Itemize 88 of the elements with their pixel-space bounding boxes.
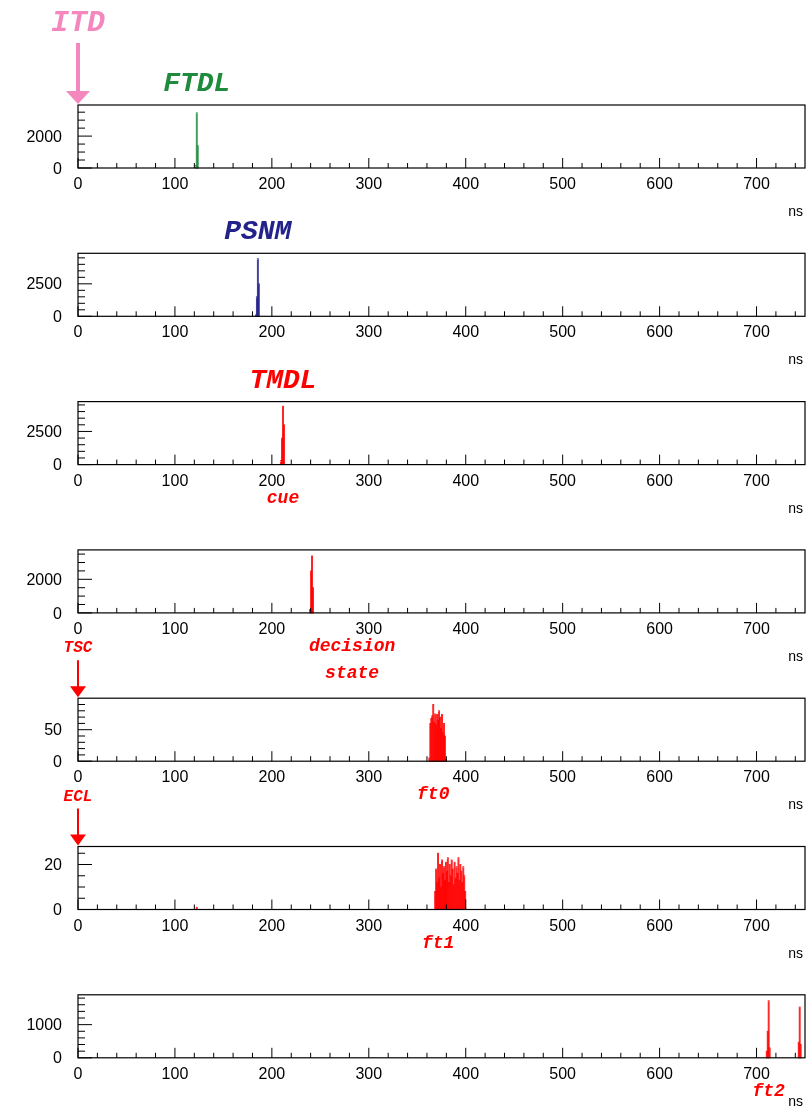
x-axis-title: ns [788,203,803,219]
x-tick-label: 300 [355,471,383,489]
x-tick-label: 500 [549,1064,577,1082]
x-tick-label: 0 [73,916,83,934]
x-tick-label: 500 [549,471,577,489]
x-tick-label: 400 [452,916,480,934]
x-tick-label: 700 [743,471,770,489]
x-tick-label: 400 [452,175,480,192]
chart-title: FTDL [163,68,231,99]
x-tick-label: 600 [646,768,674,786]
chart-title: TMDL [249,364,317,396]
x-tick-label: 400 [452,768,480,786]
x-tick-label: 0 [73,175,83,192]
y-tick-label: 0 [53,456,63,474]
text: ft0 [417,784,450,805]
text: cue [266,487,300,508]
x-tick-label: 300 [355,916,383,934]
x-tick-label: 400 [452,619,480,637]
chart-subtitle: ITD [50,6,106,40]
x-tick-label: 600 [646,323,674,341]
x-tick-label: 200 [258,1064,286,1082]
x-axis-title: ns [788,499,803,516]
x-axis-title: ns [788,351,803,368]
x-tick-label: 700 [743,1064,770,1082]
x-tick-label: 600 [646,471,674,489]
x-tick-label: 700 [743,175,770,192]
x-tick-label: 700 [743,916,770,934]
x-tick-label: 100 [161,768,189,786]
x-tick-label: 100 [161,175,189,192]
x-tick-label: 600 [646,175,674,192]
y-tick-label: 2500 [26,423,63,441]
x-axis-title: ns [788,796,803,813]
x-tick-label: 700 [743,323,770,341]
x-tick-label: 500 [549,916,577,934]
text: ft1 [421,932,455,953]
y-tick-label: 0 [53,307,63,325]
chart-title: PSNM [224,216,293,248]
x-tick-label: 0 [73,768,83,786]
y-tick-label: 1000 [26,1016,63,1034]
x-tick-label: 700 [743,768,770,786]
y-tick-label: 0 [53,901,63,919]
x-tick-label: 300 [355,619,383,637]
x-tick-label: 300 [355,175,383,192]
x-tick-label: 0 [73,1064,83,1082]
x-tick-label: 300 [355,1064,383,1082]
y-tick-label: 2000 [26,570,63,588]
x-axis-title: ns [788,647,803,664]
x-tick-label: 500 [549,175,577,192]
x-tick-label: 300 [355,768,383,786]
x-tick-label: 600 [646,916,674,934]
x-tick-label: 500 [549,619,577,637]
x-tick-label: 300 [355,323,383,341]
chart-subtitle: ECL [63,787,93,806]
x-tick-label: 200 [258,916,286,934]
x-tick-label: 700 [743,619,770,637]
x-axis-title: ns [788,944,803,961]
x-tick-label: 200 [258,619,286,637]
x-tick-label: 0 [73,619,83,637]
x-tick-label: 200 [258,175,286,192]
x-tick-label: 200 [258,471,286,489]
x-tick-label: 0 [73,323,83,341]
x-tick-label: 400 [452,323,480,341]
y-tick-label: 0 [53,752,63,770]
x-tick-label: 500 [549,323,577,341]
y-tick-label: 2000 [26,127,63,145]
y-tick-label: 50 [44,721,63,739]
x-tick-label: 100 [161,619,189,637]
y-tick-label: 0 [53,604,63,622]
x-tick-label: 600 [646,619,674,637]
x-tick-label: 100 [161,323,189,341]
x-tick-label: 600 [646,1064,674,1082]
chart-subtitle: TSC [63,639,93,658]
x-tick-label: 200 [258,323,286,341]
x-tick-label: 200 [258,768,286,786]
x-tick-label: 400 [452,471,480,489]
y-tick-label: 0 [53,159,63,177]
y-tick-label: 20 [44,856,63,874]
text: ft2 [752,1080,786,1101]
text: decision state [308,635,396,683]
x-axis-title: ns [788,1092,803,1109]
x-tick-label: 100 [161,471,189,489]
x-tick-label: 100 [161,1064,189,1082]
y-tick-label: 0 [53,1049,63,1067]
x-tick-label: 100 [161,916,189,934]
x-tick-label: 400 [452,1064,480,1082]
x-tick-label: 500 [549,768,577,786]
y-tick-label: 2500 [26,275,63,293]
x-tick-label: 0 [73,471,83,489]
